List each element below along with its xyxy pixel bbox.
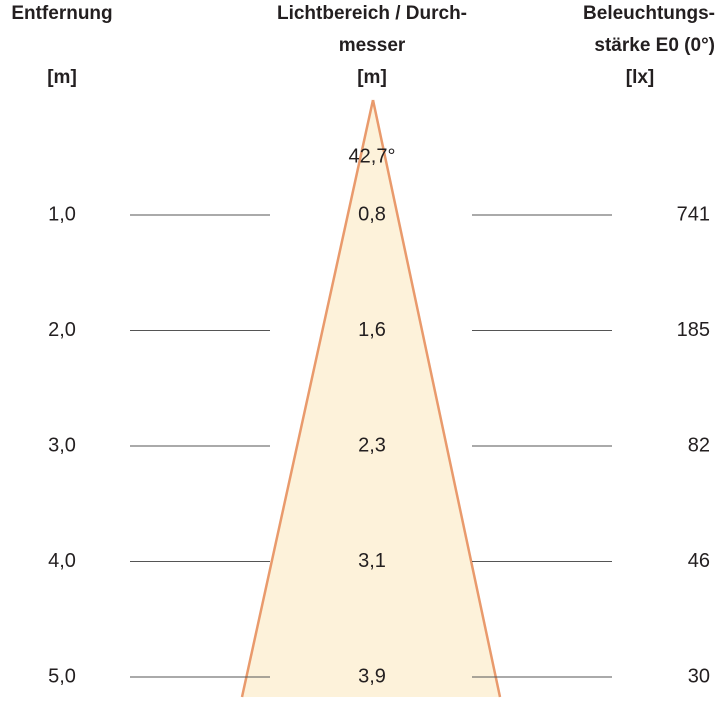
distance: 5,0 [48,665,76,687]
header: Beleuchtungs- [583,3,715,24]
diameter: 3,1 [358,550,386,572]
diameter: 2,3 [358,434,386,456]
illuminance: 46 [688,550,710,572]
illuminance: 82 [688,434,710,456]
cone [242,100,500,697]
diameter: 0,8 [358,203,386,225]
header: [lx] [626,67,655,88]
distance: 1,0 [48,203,76,225]
illuminance: 185 [677,319,710,341]
header: stärke E0 (0°) [594,35,715,56]
cone-edge [240,99,375,698]
header: messer [339,35,406,56]
header: [m] [357,67,387,88]
illuminance: 741 [677,203,710,225]
illuminance: 30 [688,665,710,687]
header: [m] [47,67,77,88]
header: Lichtbereich / Durch- [277,3,467,24]
cone-edge [371,99,502,698]
distance: 3,0 [48,434,76,456]
distance: 2,0 [48,319,76,341]
diameter: 1,6 [358,319,386,341]
beam-angle: 42,7° [349,145,396,167]
header: Entfernung [11,3,112,24]
diameter: 3,9 [358,665,386,687]
distance: 4,0 [48,550,76,572]
